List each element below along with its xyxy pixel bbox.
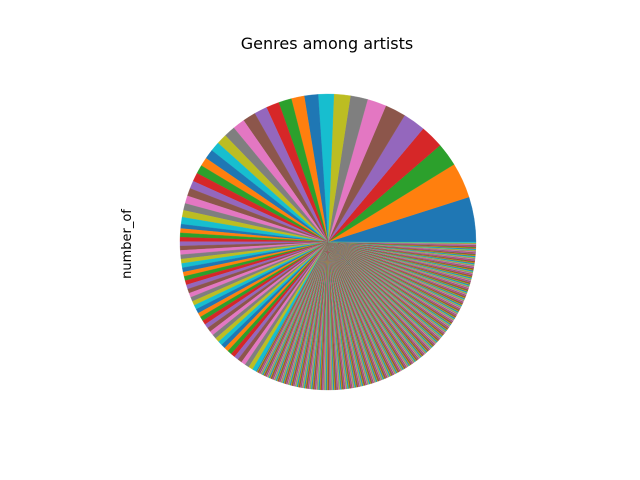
y-axis-label: number_of xyxy=(120,209,135,279)
pie-slice xyxy=(327,241,477,243)
chart-title: Genres among artists xyxy=(241,34,413,53)
pie-slices xyxy=(179,93,477,391)
